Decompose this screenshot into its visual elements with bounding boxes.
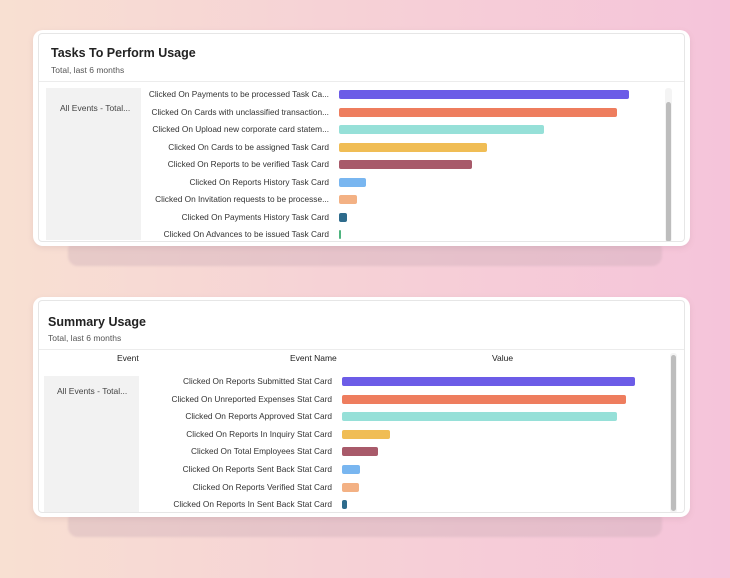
scrollbar-track[interactable]	[665, 88, 672, 241]
panel-subtitle: Total, last 6 months	[48, 333, 122, 343]
usage-bar[interactable]	[339, 142, 487, 152]
usage-bar[interactable]	[342, 465, 361, 474]
usage-bar[interactable]	[342, 412, 617, 422]
scrollbar-thumb[interactable]	[671, 355, 676, 511]
row-label: Clicked On Unreported Expenses Stat Card	[171, 393, 333, 404]
usage-bar[interactable]	[342, 394, 626, 404]
usage-bar[interactable]	[342, 482, 359, 492]
row-label: Clicked On Reports In Sent Back Stat Car…	[173, 499, 332, 510]
usage-bar[interactable]	[339, 177, 367, 187]
row-label: Clicked On Reports Submitted Stat Card	[183, 376, 332, 386]
panel-title: Tasks To Perform Usage	[51, 46, 196, 60]
column-header-event[interactable]: Event	[117, 353, 139, 363]
event-group-cell[interactable]: All Events - Total...	[46, 88, 141, 240]
event-group-cell[interactable]: All Events - Total...	[44, 376, 139, 512]
summary-usage-card: Summary Usage Total, last 6 months Event…	[33, 297, 690, 517]
row-label: Clicked On Reports Sent Back Stat Card	[182, 464, 332, 474]
row-label: Clicked On Invitation requests to be pro…	[155, 194, 329, 204]
usage-bar[interactable]	[342, 500, 347, 510]
row-label: Clicked On Payments History Task Card	[181, 211, 329, 222]
row-label: Clicked On Total Employees Stat Card	[191, 446, 332, 457]
row-label: Clicked On Reports Approved Stat Card	[185, 411, 332, 422]
column-header-value[interactable]: Value	[492, 353, 514, 363]
row-label: Clicked On Reports Verified Stat Card	[192, 481, 332, 492]
usage-bar[interactable]	[342, 429, 391, 439]
row-label: Clicked On Reports to be verified Task C…	[167, 159, 329, 169]
usage-bar[interactable]	[339, 160, 472, 169]
scrollbar-track[interactable]	[670, 353, 677, 512]
panel-title: Summary Usage	[48, 315, 146, 329]
usage-bar[interactable]	[339, 125, 545, 134]
row-label: Clicked On Cards with unclassified trans…	[151, 106, 329, 117]
row-label: Clicked On Advances to be issued Task Ca…	[163, 229, 329, 239]
header-divider	[39, 349, 684, 350]
usage-bar[interactable]	[339, 212, 347, 222]
usage-bar[interactable]	[339, 107, 617, 117]
usage-bar[interactable]	[339, 195, 358, 204]
tasks-usage-panel: Tasks To Perform Usage Total, last 6 mon…	[38, 33, 685, 242]
usage-bar[interactable]	[339, 230, 342, 239]
usage-bar[interactable]	[342, 447, 379, 457]
usage-bar[interactable]	[342, 377, 635, 386]
row-label: Clicked On Upload new corporate card sta…	[152, 124, 329, 134]
scrollbar-thumb[interactable]	[666, 102, 671, 241]
row-label: Clicked On Reports History Task Card	[189, 176, 329, 187]
event-group-label: All Events - Total...	[60, 103, 131, 113]
event-group-label: All Events - Total...	[57, 386, 128, 396]
header-divider	[39, 81, 684, 82]
panel-subtitle: Total, last 6 months	[51, 65, 125, 75]
usage-bar[interactable]	[339, 90, 629, 99]
row-label: Clicked On Cards to be assigned Task Car…	[168, 141, 329, 152]
row-label: Clicked On Payments to be processed Task…	[148, 89, 329, 99]
summary-usage-panel: Summary Usage Total, last 6 months Event…	[38, 300, 685, 513]
tasks-usage-card: Tasks To Perform Usage Total, last 6 mon…	[33, 30, 690, 246]
column-header-event-name[interactable]: Event Name	[290, 353, 337, 363]
row-label: Clicked On Reports In Inquiry Stat Card	[186, 428, 332, 439]
